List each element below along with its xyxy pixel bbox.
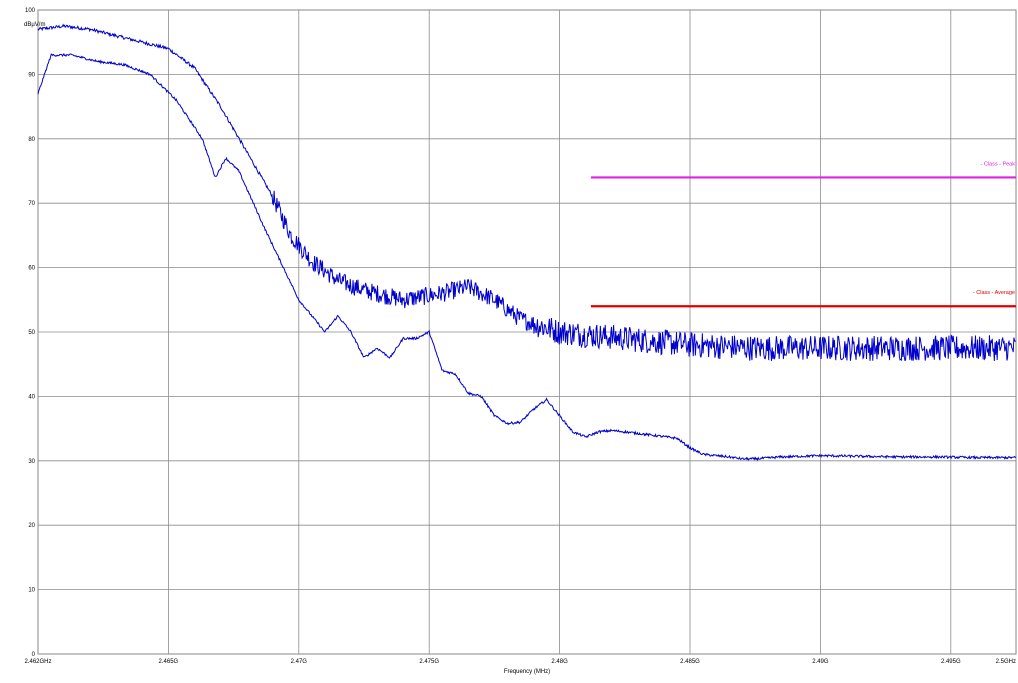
x-tick-label: 2.48G [551, 659, 568, 665]
x-tick-label: 2.475G [419, 659, 439, 665]
y-tick-label: 50 [28, 330, 35, 336]
y-tick-label: 60 [28, 266, 35, 272]
series-line [37, 52, 1017, 462]
x-tick-label: 2.5GHz [996, 659, 1016, 665]
x-tick-label: 2.465G [159, 659, 179, 665]
y-tick-label: 100 [25, 8, 36, 14]
x-tick-label: 2.485G [680, 659, 700, 665]
y-tick-label: 80 [28, 137, 35, 143]
x-tick-label: 2.49G [812, 659, 829, 665]
y-tick-label: 70 [28, 201, 35, 207]
data-series [37, 23, 1017, 462]
limit-line-label: - Class - Peak [980, 161, 1015, 167]
limit-lines: - Class - Peak - Class - Average [590, 161, 1016, 308]
y-tick-label: 90 [28, 72, 35, 78]
y-axis-label: dBµV/m [24, 22, 45, 28]
x-tick-label: 2.462GHz [24, 659, 51, 665]
grid-lines [37, 9, 1017, 655]
x-tick-label: 2.47G [291, 659, 308, 665]
y-tick-label: 0 [32, 652, 36, 658]
series-line [37, 23, 1017, 362]
y-tick-label: 10 [28, 588, 35, 594]
y-tick-label: 40 [28, 394, 35, 400]
limit-line-label: - Class - Average [973, 290, 1015, 296]
x-tick-labels: 2.462GHz 2.465G 2.47G 2.475G 2.48G 2.485G 2.49… [24, 659, 1016, 665]
y-tick-label: 30 [28, 459, 35, 465]
x-tick-label: 2.495G [941, 659, 961, 665]
y-tick-label: 20 [28, 523, 35, 529]
y-tick-labels: 0 10 20 30 40 50 60 70 80 90 100 [25, 8, 36, 658]
x-axis-label: Frequency (MHz) [504, 669, 550, 675]
